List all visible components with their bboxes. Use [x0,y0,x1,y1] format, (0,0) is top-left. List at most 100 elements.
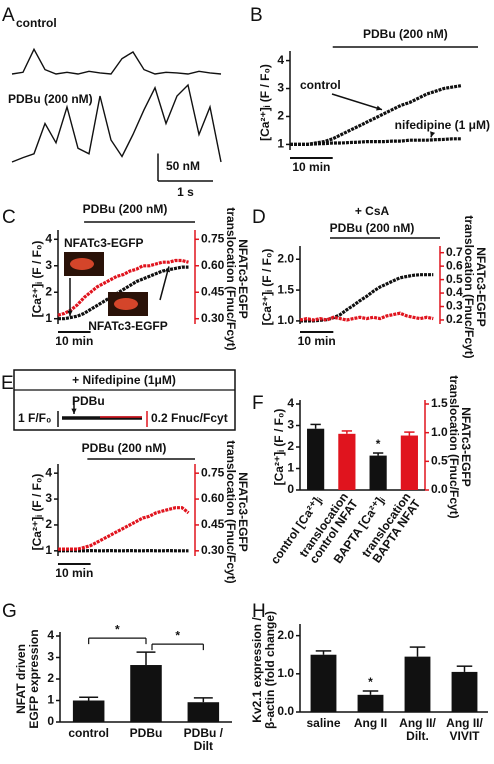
y-tick-label: 1.5 [277,282,294,296]
y-tick-label: 4 [47,628,54,642]
y-tick-label: 2 [45,517,52,531]
arrow-head [430,131,436,138]
y-axis-label: [Ca²⁺]ᵢ (F / F₀) [30,241,44,318]
y2-axis-label: translocation (Fnuc/Fcyt) [462,215,476,358]
y2-tick-label: 0.0 [431,482,448,496]
panel-letter: E [1,373,14,394]
y-tick-label: 1 [47,693,54,707]
annotation: * [368,675,373,689]
annotation: PDBu (200 nM) [83,202,168,216]
arrow-head [164,266,171,273]
inset-box [13,369,236,431]
annotation: PDBu (200 nM) [82,441,167,455]
y-tick-label: 2 [45,284,52,298]
annotation: + Nifedipine (1μM) [72,373,176,387]
y2-tick-label: 0.60 [201,258,225,272]
bar [400,435,418,490]
x-tick-label: PDBu [130,726,163,740]
x-tick-label: VIVIT [449,729,480,743]
y-axis-label: NFAT driven [14,644,28,714]
bar [187,702,220,722]
y-tick-label: 1 [277,137,284,151]
bar [357,694,384,712]
scale-bar-label: 10 min [55,566,93,580]
x-tick-label: Dilt. [406,729,429,743]
y-tick-label: 1 [45,543,52,557]
y2-tick-label: 0.30 [201,311,225,325]
panel-letter: F [252,393,264,414]
series-label: control [300,78,341,92]
arrow [159,266,170,301]
panel-letter: C [2,207,16,228]
arrow-head [67,310,73,316]
scale-bar-label: 10 min [298,334,336,348]
y2-axis-label: NFATc3-EGFP [236,472,250,552]
panel-letter: G [2,601,17,622]
y2-tick-label: 0.45 [201,284,225,298]
x-tick-label: Ang II [354,716,387,730]
y-axis-label: β-actin (fold change) [263,611,277,729]
y-tick-label: 4 [45,231,52,245]
annotation: 1 F/F₀ [18,411,51,425]
y-tick-label: 3 [45,258,52,272]
y2-tick-label: 0.30 [201,543,225,557]
y2-tick-label: 0.2 [446,312,463,326]
bar [451,671,478,712]
cell-image [70,258,94,270]
y-tick-label: 2.0 [277,628,294,642]
series-label: nifedipine (1 μM) [395,118,490,132]
scale-bar-label: 10 min [55,334,93,348]
series-line [299,311,434,322]
y-axis-label: [Ca²⁺]ᵢ (F / F₀) [272,409,286,486]
annotation: PDBu (200 nM) [330,221,415,235]
arrow-head [376,105,382,111]
series-label: control [16,16,57,30]
annotation: PDBu [72,394,105,408]
y2-tick-label: 0.7 [446,245,463,259]
bar [338,433,356,490]
y-tick-label: 1 [287,461,294,475]
series-line [57,258,189,317]
y-tick-label: 4 [277,53,284,67]
series-line [300,273,434,323]
series-line [58,506,190,551]
y2-axis-label: translocation (Fnuc/Fcyt) [447,375,461,518]
y2-tick-label: 0.5 [446,272,463,286]
y2-tick-label: 0.3 [446,299,463,313]
y2-axis-label: NFATc3-EGFP [459,407,473,487]
y-tick-label: 1.0 [277,666,294,680]
annotation: PDBu (200 nM) [363,27,448,41]
trace [11,47,222,75]
y2-axis-label: translocation (Fnuc/Fcyt) [224,440,238,583]
x-tick-label: Dilt [194,739,213,753]
y-tick-label: 3 [287,418,294,432]
panel-letter: D [252,207,266,228]
panel-letter: B [250,5,263,26]
bar [369,455,387,490]
panel-letter: A [2,5,15,26]
series-label: PDBu (200 nM) [8,92,93,106]
y2-tick-label: 0.45 [201,517,225,531]
scale-bar-label: 1 s [177,185,194,199]
y2-tick-label: 0.4 [446,285,463,299]
y2-tick-label: 0.75 [201,231,225,245]
y2-tick-label: 0.5 [431,454,448,468]
y-tick-label: 1 [45,311,52,325]
y-tick-label: 2 [277,109,284,123]
y2-tick-label: 0.75 [201,465,225,479]
y-tick-label: 2.0 [277,251,294,265]
cell-image [114,298,138,310]
y-tick-label: 3 [277,81,284,95]
y-tick-label: 2 [287,439,294,453]
annotation: + CsA [355,204,390,218]
bar [310,654,337,712]
x-tick-label: PDBu / [184,726,224,740]
annotation: * [175,628,180,642]
y-axis-label: EGFP expression [27,629,41,728]
y-tick-label: 2 [47,671,54,685]
panel-letter: H [252,601,266,622]
y-tick-label: 0 [47,714,54,728]
y2-axis-label: NFATc3-EGFP [236,239,250,319]
y-tick-label: 4 [45,465,52,479]
